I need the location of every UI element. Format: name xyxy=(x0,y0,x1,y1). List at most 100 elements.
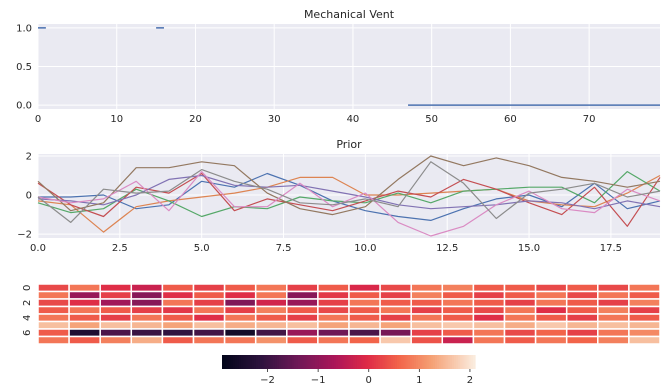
colorbar-segment xyxy=(342,355,345,369)
colorbar-segment xyxy=(283,355,286,369)
heatmap-cell xyxy=(161,298,195,308)
colorbar-segment xyxy=(243,355,246,369)
heatmap-cell xyxy=(68,305,101,315)
colorbar-segment xyxy=(262,355,265,369)
heatmap-panel: 0 2 4 6 xyxy=(22,283,661,345)
heatmap-cell xyxy=(192,298,226,308)
heatmap-cell xyxy=(317,290,350,300)
heatmap-cell xyxy=(410,328,444,338)
prior-panel: Prior 0.0 2.5 5.0 7.5 10.0 12.5 15.0 17.5 −2 0 2 xyxy=(17,138,661,254)
heatmap-cell xyxy=(99,305,133,315)
colorbar-segment xyxy=(378,355,381,369)
colorbar-segment xyxy=(297,355,301,369)
x-tick-label: 70 xyxy=(583,114,596,125)
series-line xyxy=(37,172,661,227)
heatmap-cell xyxy=(379,328,412,338)
x-tick-label: 40 xyxy=(347,114,360,125)
heatmap-cell xyxy=(348,305,381,315)
x-tick-label: 50 xyxy=(425,114,438,125)
heatmap-cell xyxy=(441,335,475,345)
colorbar-segment xyxy=(411,355,415,369)
colorbar-segment xyxy=(318,355,322,369)
colorbar-segment xyxy=(266,355,269,369)
colorbar-segment xyxy=(348,355,352,369)
colorbar-segment xyxy=(331,355,335,369)
heatmap-cell xyxy=(37,305,70,315)
y-tick-label: −2 xyxy=(17,230,32,241)
heatmap-cell xyxy=(503,328,537,338)
heatmap-cell xyxy=(503,283,537,293)
colorbar-segment xyxy=(462,355,466,369)
heatmap-cell xyxy=(472,320,506,330)
colorbar-segment xyxy=(354,355,358,369)
heatmap-cell xyxy=(441,320,475,330)
heatmap-cell xyxy=(565,328,599,338)
heatmap-cell xyxy=(161,320,195,330)
colorbar: −2 −1 0 1 2 xyxy=(222,355,476,386)
heatmap-cell xyxy=(130,290,164,300)
heatmap-cell xyxy=(441,313,475,323)
colorbar-tick-label: 1 xyxy=(416,375,422,386)
heatmap-cell xyxy=(565,290,599,300)
prior-title: Prior xyxy=(336,138,362,151)
heatmap-cell xyxy=(161,283,195,293)
colorbar-segment xyxy=(394,355,398,369)
colorbar-segment xyxy=(466,355,470,369)
heatmap-cell xyxy=(161,335,195,345)
x-tick-label: 10 xyxy=(110,114,123,125)
heatmap-cell xyxy=(597,328,630,338)
heatmap-cell xyxy=(192,305,226,315)
colorbar-segment xyxy=(441,355,444,369)
colorbar-segment xyxy=(333,355,337,369)
heatmap-cell xyxy=(223,298,257,308)
heatmap-cell xyxy=(317,328,350,338)
colorbar-segment xyxy=(403,355,407,369)
colorbar-segment xyxy=(255,355,259,369)
colorbar-segment xyxy=(428,355,432,369)
heatmap-cell xyxy=(254,328,288,338)
colorbar-segment xyxy=(291,355,295,369)
heatmap-cell xyxy=(130,320,164,330)
heatmap-cell xyxy=(348,283,381,293)
heatmap-cell xyxy=(379,320,412,330)
colorbar-segment xyxy=(276,355,280,369)
mechanical-vent-title: Mechanical Vent xyxy=(304,8,395,21)
heatmap-cell xyxy=(130,328,164,338)
colorbar-segment xyxy=(390,355,394,369)
heatmap-cell xyxy=(597,305,630,315)
y-tick-label: 1.0 xyxy=(16,23,32,34)
heatmap-cell xyxy=(348,320,381,330)
heatmap-cell xyxy=(565,298,599,308)
colorbar-segment xyxy=(356,355,360,369)
colorbar-segment xyxy=(251,355,255,369)
colorbar-segment xyxy=(327,355,331,369)
heatmap-cell xyxy=(628,328,661,338)
heatmap-cell xyxy=(534,305,568,315)
heatmap-cell xyxy=(348,298,381,308)
heatmap-cell xyxy=(192,290,226,300)
colorbar-segment xyxy=(257,355,261,369)
heatmap-cell xyxy=(254,290,288,300)
heatmap-cell xyxy=(99,320,133,330)
colorbar-segment xyxy=(388,355,392,369)
heatmap-cell xyxy=(223,283,257,293)
heatmap-row-label: 6 xyxy=(22,330,33,336)
heatmap-row-label: 0 xyxy=(22,285,33,291)
heatmap-cell xyxy=(223,305,257,315)
heatmap-cell xyxy=(410,290,444,300)
heatmap-cell xyxy=(37,335,70,345)
colorbar-segment xyxy=(405,355,409,369)
heatmap-cell xyxy=(534,283,568,293)
x-tick-label: 15.0 xyxy=(518,243,540,254)
heatmap-cell xyxy=(472,335,506,345)
colorbar-segment xyxy=(274,355,278,369)
colorbar-segment xyxy=(468,355,472,369)
colorbar-segment xyxy=(253,355,257,369)
colorbar-segment xyxy=(432,355,436,369)
heatmap-cell xyxy=(597,298,630,308)
colorbar-segment xyxy=(245,355,248,369)
heatmap-cell xyxy=(348,313,381,323)
colorbar-segment xyxy=(386,355,390,369)
colorbar-segment xyxy=(373,355,377,369)
colorbar-segment xyxy=(238,355,242,369)
